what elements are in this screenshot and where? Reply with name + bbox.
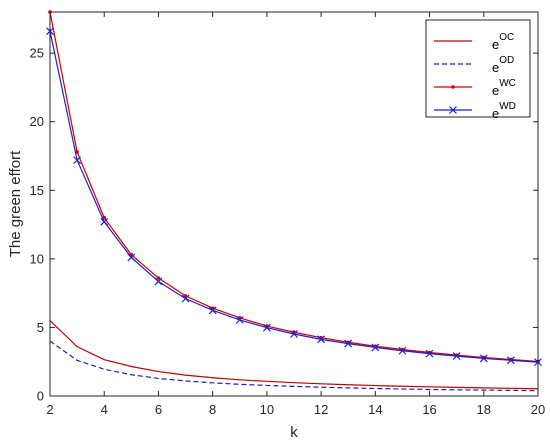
data-point [262,323,271,332]
legend-marker [451,85,455,89]
x-axis: 2 4 6 8 10 12 14 16 18 20 [46,12,545,417]
legend-label: eWC [492,78,516,98]
legend-item: eOC [434,32,514,52]
legend: eOC eOD eWC eWD [425,19,531,121]
y-tick-label: 25 [30,46,44,61]
series-line-oc [49,320,539,390]
legend-label: eOC [492,32,514,52]
data-point [154,277,163,286]
x-tick-label: 12 [314,402,328,417]
data-point [317,335,326,344]
legend-marker [449,106,457,114]
y-tick-label: 10 [30,251,44,266]
y-tick-label: 20 [30,114,44,129]
data-point [506,356,515,365]
x-tick-label: 4 [101,402,108,417]
y-axis-label: The green effort [7,150,24,257]
y-axis: 0 5 10 15 20 25 [30,46,538,404]
x-tick-label: 20 [531,402,545,417]
data-point [100,217,109,226]
plot-content [46,10,542,392]
x-tick-label: 8 [209,402,216,417]
data-point [181,294,190,303]
series-wd [46,27,542,367]
y-tick-label: 15 [30,183,44,198]
data-point [235,315,244,324]
x-tick-label: 18 [477,402,491,417]
series-oc [49,320,539,390]
x-tick-label: 16 [422,402,436,417]
data-point [425,349,434,358]
data-point [398,346,407,355]
y-tick-label: 5 [37,320,44,335]
x-tick-label: 6 [155,402,162,417]
data-point [452,352,461,361]
x-axis-label: k [290,424,298,441]
plot-frame [49,11,539,397]
series-od [49,340,539,392]
data-point [127,253,136,262]
legend-item: eWD [434,101,516,121]
data-point [208,306,217,315]
series-line-od [49,340,539,392]
data-point [479,354,488,363]
legend-item: eOD [434,55,514,75]
legend-label: eOD [492,55,514,75]
data-point [73,156,82,165]
data-point [290,330,298,338]
x-tick-label: 14 [368,402,382,417]
legend-item: eWC [434,78,516,98]
y-tick-label: 0 [37,389,44,404]
data-point [371,343,380,352]
legend-box [425,19,531,118]
data-point [183,294,188,298]
data-point [156,276,161,280]
data-point [75,150,79,154]
x-tick-label: 10 [260,402,274,417]
legend-label: eWD [492,101,516,121]
x-tick-label: 2 [46,402,53,417]
data-point [344,339,353,348]
